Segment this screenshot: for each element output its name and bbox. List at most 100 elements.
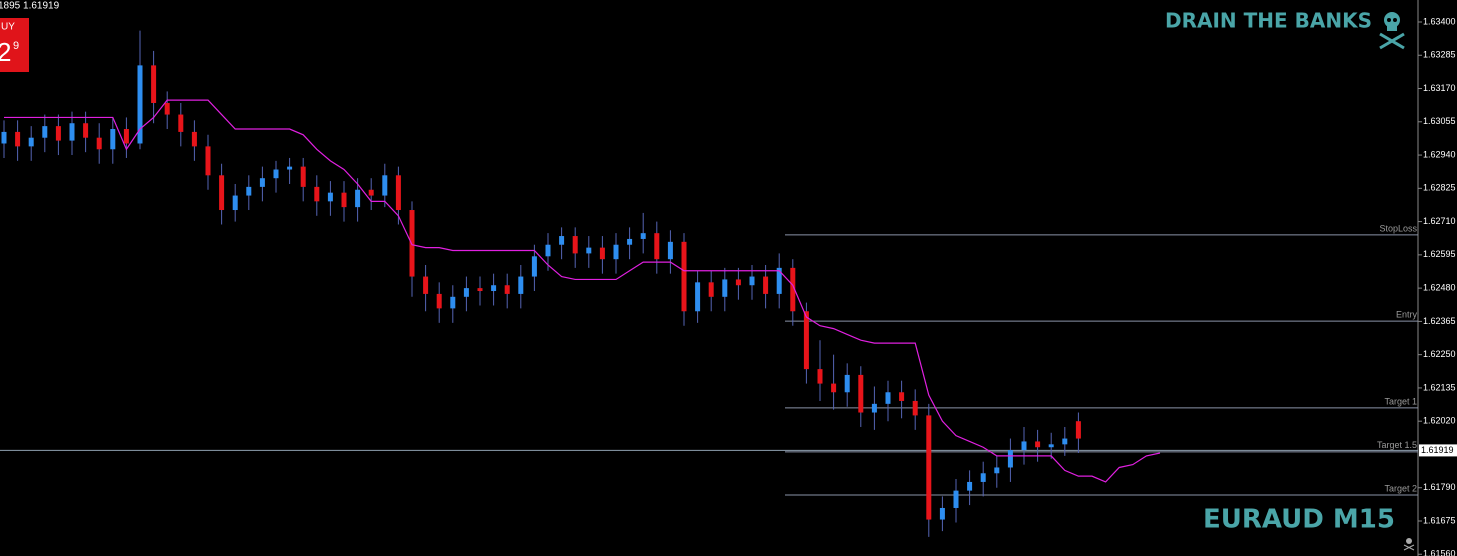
candle-body [368,189,374,196]
y-tick-label: 1.62365 [1423,316,1456,326]
y-tick-label: 1.62250 [1423,349,1456,359]
candle-body [491,285,497,292]
candle-body [967,481,973,491]
candle-body [273,169,279,179]
candle-body [1062,438,1068,445]
y-tick-label: 1.62940 [1423,149,1456,159]
candle-body [382,175,388,196]
candle-body [355,189,361,208]
candle-body [695,282,701,312]
candle-body [246,186,252,196]
trail-line [4,99,1161,483]
candle-body [123,129,129,144]
candle-body [1075,421,1081,439]
candle-body [627,238,633,245]
candle-body [926,415,932,520]
candle-body [817,369,823,384]
candle-body [151,65,157,103]
level-label: StopLoss [1379,223,1417,233]
bid-label: 1.61919 [1421,445,1454,455]
candle-body [708,282,714,297]
y-tick-label: 1.62595 [1423,249,1456,259]
y-tick-label: 1.63285 [1423,50,1456,60]
candle-body [164,102,170,115]
candle-body [259,178,265,187]
candle-body [341,192,347,208]
candle-body [477,288,483,292]
level-label: Target 1.5 [1377,440,1417,450]
candle-body [545,244,551,257]
candle-body [314,186,320,202]
buy-price-sup[interactable]: 9 [13,40,19,52]
candle-body [83,123,89,138]
candle-body [844,374,850,393]
level-label: Target 2 [1384,483,1417,493]
candle-body [504,285,510,294]
bid-label-bg [1419,444,1457,457]
y-tick-label: 1.62020 [1423,416,1456,426]
candle-body [137,65,143,144]
candle-body [667,241,673,260]
y-tick-label: 1.63400 [1423,16,1456,26]
candle-body [939,507,945,520]
buy-button[interactable] [0,18,29,72]
y-tick-label: 1.62825 [1423,183,1456,193]
candle-body [55,126,61,141]
candle-body [749,276,755,286]
candle-body [871,403,877,413]
candle-body [463,288,469,297]
candle-body [586,247,592,254]
candle-body [953,490,959,508]
y-tick-label: 1.62480 [1423,282,1456,292]
candle-body [994,467,1000,474]
buy-label[interactable]: UY [1,22,15,33]
candle-body [763,276,769,294]
candle-body [531,256,537,277]
candle-body [681,241,687,312]
y-tick-label: 1.62710 [1423,216,1456,226]
small-skull-icon [1403,538,1415,551]
candle-body [518,276,524,294]
candle-body [599,247,605,260]
candle-body [1007,450,1013,468]
candle-body [803,311,809,370]
candle-body [776,267,782,294]
candle-body [885,392,891,404]
y-tick-label: 1.61790 [1423,482,1456,492]
candle-body [572,236,578,254]
level-label: Target 1 [1384,396,1417,406]
symbol-label: EURAUD M15 [1203,505,1395,535]
candle-body [219,175,225,211]
candle-body [327,192,333,202]
candle-body [831,383,837,393]
y-tick-label: 1.61560 [1423,549,1456,556]
candle-body [178,114,184,132]
y-tick-label: 1.63170 [1423,83,1456,93]
candle-body [436,293,442,309]
candle-body [654,233,660,260]
buy-price[interactable]: 2 [0,37,11,67]
candle-body [640,233,646,239]
y-tick-label: 1.63055 [1423,116,1456,126]
candle-body [69,123,75,141]
candle-body [1021,441,1027,451]
candle-body [300,166,306,187]
candle-body [722,279,728,297]
candle-body [899,392,905,401]
top-info: 1895 1.61919 [0,1,60,12]
level-label: Entry [1396,309,1418,319]
candle-body [423,276,429,294]
brand: DRAIN THE BANKS [1165,9,1372,33]
candle-body [735,279,741,286]
candle-body [1,131,7,144]
candle-body [409,210,415,277]
candle-body [980,473,986,482]
candle-body [858,374,864,413]
y-tick-label: 1.62135 [1423,382,1456,392]
y-tick-label: 1.61675 [1423,515,1456,525]
candle-body [559,236,565,245]
candle-body [613,244,619,260]
candle-body [205,146,211,176]
